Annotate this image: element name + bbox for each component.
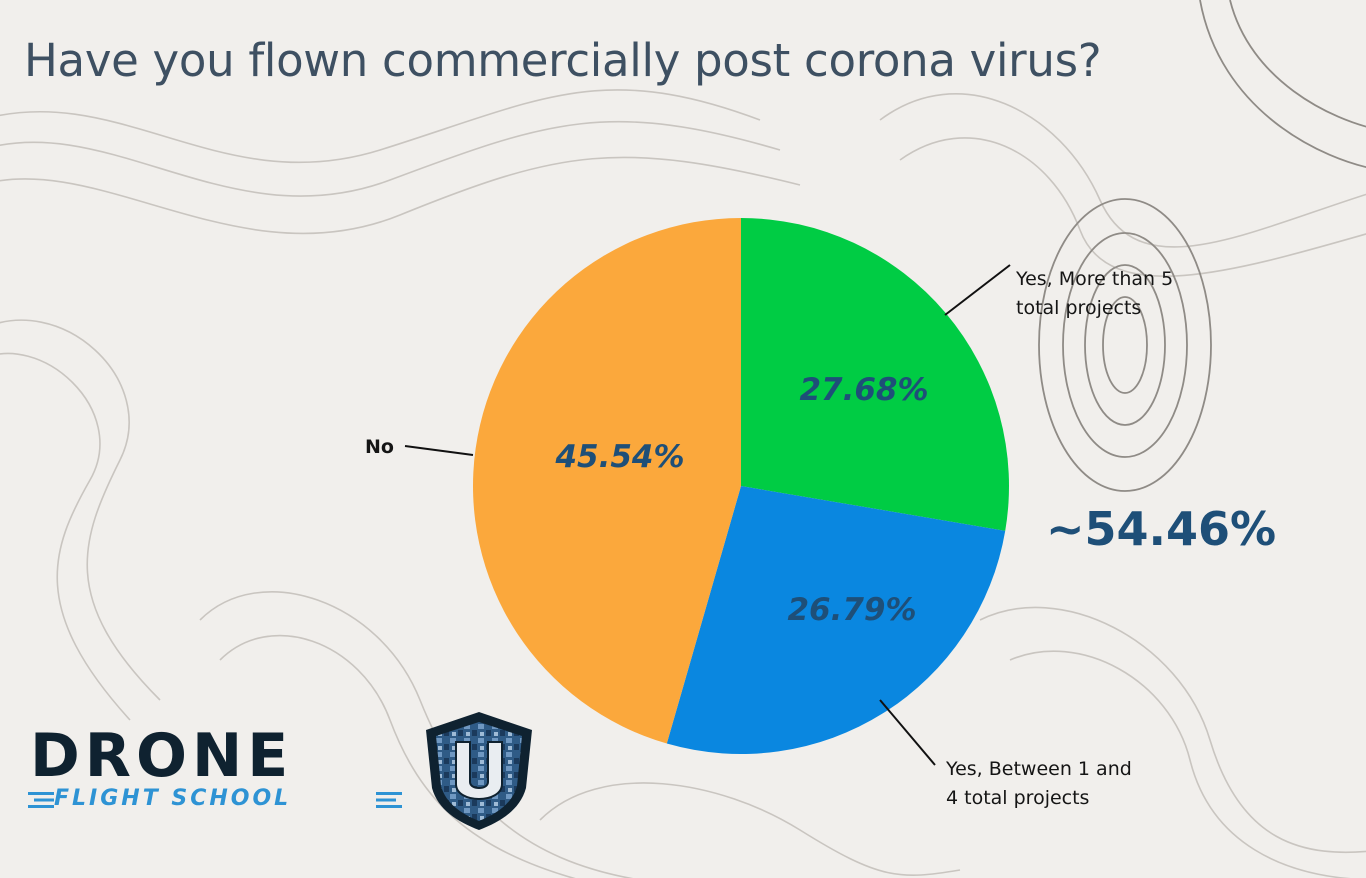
logo-flight-school-text: FLIGHT SCHOOL [54, 786, 292, 811]
chart-title: Have you flown commercially post corona … [24, 34, 1102, 87]
drone-u-logo: DRONE FLIGHT SCHOOL [24, 706, 544, 836]
leader-line [879, 699, 936, 766]
leader-line [404, 445, 474, 456]
slice-percentage-label: 27.68% [799, 372, 928, 408]
combined-yes-percentage: ~54.46% [1046, 502, 1277, 556]
slice-percentage-label: 45.54% [554, 439, 684, 475]
slice-percentage-label: 26.79% [787, 592, 916, 628]
pie-slice [666, 486, 1006, 754]
logo-drone-text: DRONE [30, 721, 294, 791]
slice-category-label: No [365, 436, 394, 458]
shield-icon [426, 712, 532, 830]
slice-category-label: Yes, More than 5 total projects [1015, 268, 1173, 319]
speed-lines-icon [28, 792, 54, 808]
slice-category-label: Yes, Between 1 and 4 total projects [945, 758, 1132, 809]
pie-slice [741, 218, 1009, 531]
pie-slice [473, 218, 741, 744]
leader-line [944, 264, 1011, 316]
speed-lines-icon [376, 792, 402, 808]
logo-letter-u [455, 741, 503, 800]
